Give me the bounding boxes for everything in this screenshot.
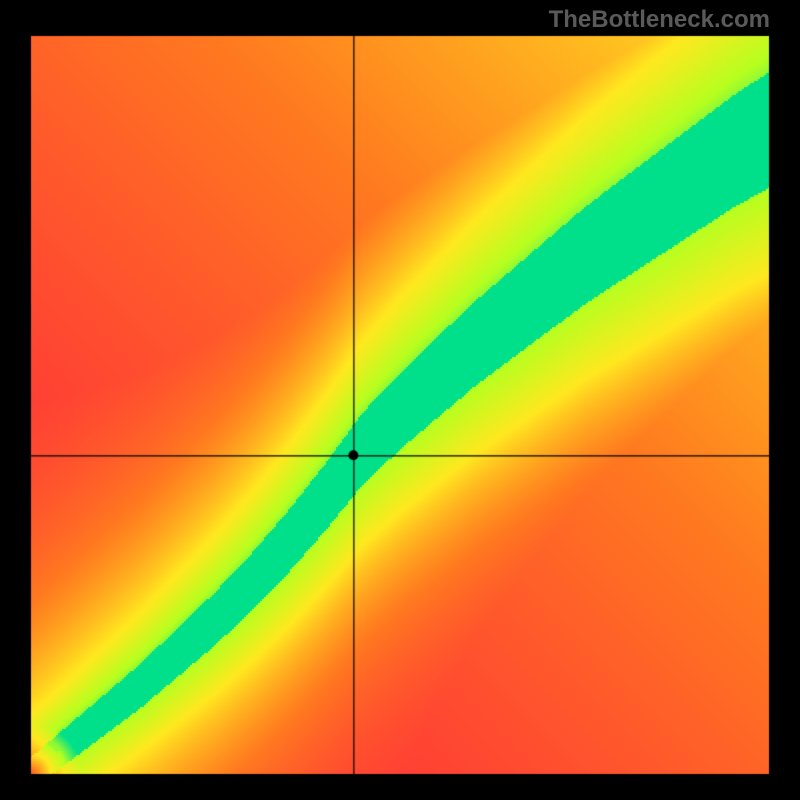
chart-container: TheBottleneck.com [0, 0, 800, 800]
heatmap-canvas [0, 0, 800, 800]
watermark-text: TheBottleneck.com [549, 6, 770, 34]
